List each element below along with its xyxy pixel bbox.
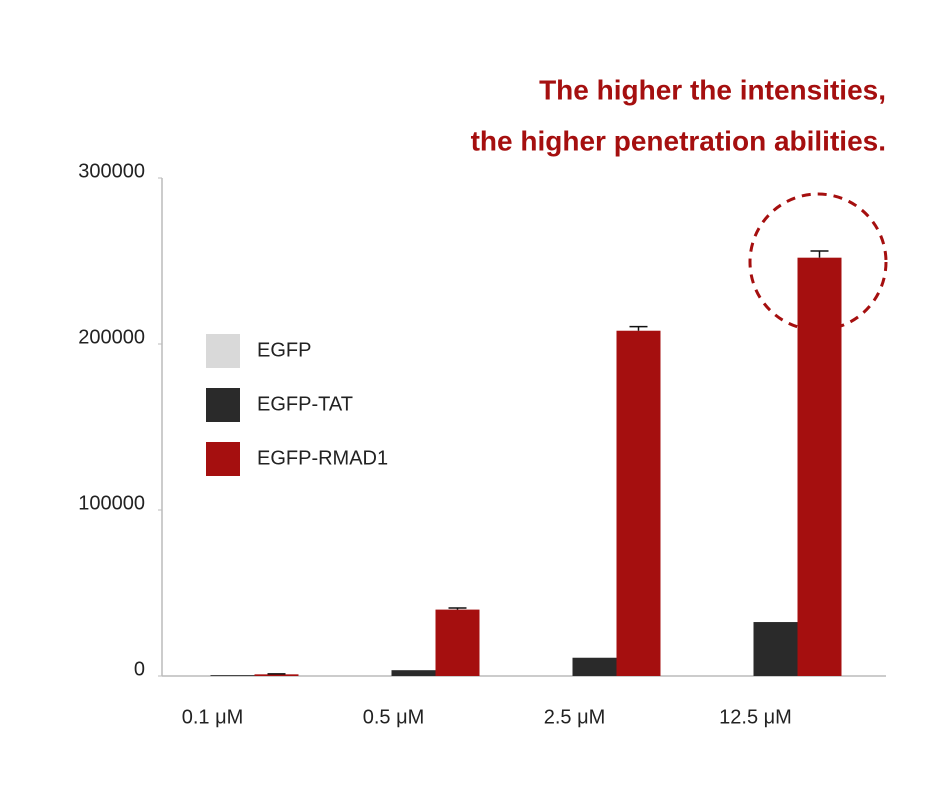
y-tick-label: 300000 (78, 160, 145, 182)
highlight-circle (748, 192, 888, 332)
x-tick-label: 2.5 μM (544, 706, 606, 728)
y-tick-label: 200000 (78, 326, 145, 348)
legend-label: EGFP (257, 339, 311, 361)
x-tick-label: 0.1 μM (182, 706, 244, 728)
legend-swatch (206, 334, 240, 368)
chart-title: the higher penetration abilities. (471, 125, 886, 156)
legend-swatch (206, 442, 240, 476)
bar (572, 657, 617, 676)
legend-swatch (206, 388, 240, 422)
error-bar (448, 607, 467, 610)
bar (210, 675, 255, 676)
bar (435, 609, 480, 676)
error-bar (629, 325, 648, 331)
bar (797, 257, 842, 676)
bar (616, 330, 661, 676)
bar (753, 622, 798, 676)
error-bar (810, 250, 829, 258)
bar (254, 674, 299, 676)
bar (391, 670, 436, 676)
x-tick-label: 12.5 μM (719, 706, 792, 728)
y-tick-label: 100000 (78, 492, 145, 514)
y-tick-label: 0 (134, 658, 145, 680)
x-tick-label: 0.5 μM (363, 706, 425, 728)
chart-title: The higher the intensities, (539, 74, 886, 105)
legend-label: EGFP-RMAD1 (257, 447, 388, 469)
legend-label: EGFP-TAT (257, 393, 353, 415)
